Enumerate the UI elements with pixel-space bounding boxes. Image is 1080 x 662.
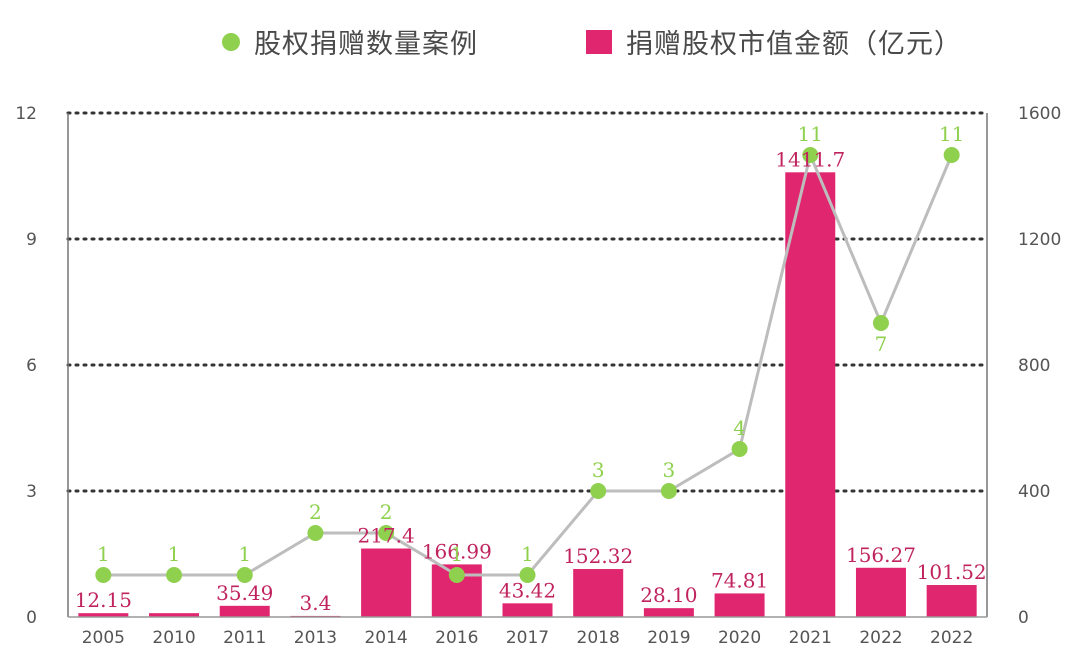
x-tick-label: 2017 <box>506 628 549 648</box>
y-right-tick-label: 1600 <box>1018 104 1061 124</box>
point-value-label: 4 <box>733 416 746 440</box>
series-point <box>166 567 183 583</box>
bar-value-label: 152.32 <box>563 544 633 568</box>
y-right-tick-label: 1200 <box>1018 230 1061 250</box>
label-layer: 12.15 35.49 3.4 217.4 166.99 43.42 152.32 28.10… <box>75 122 987 615</box>
point-value-label: 1 <box>450 542 463 566</box>
series-point <box>95 567 112 583</box>
x-tick-label: 2014 <box>364 628 407 648</box>
x-tick-label: 2010 <box>152 628 195 648</box>
point-value-label: 2 <box>380 500 393 524</box>
series-point <box>590 483 607 499</box>
bar-value-label: 217.4 <box>357 524 414 548</box>
bar <box>502 603 553 617</box>
series-point <box>378 525 395 541</box>
point-value-label: 1 <box>521 542 534 566</box>
series-point <box>448 567 465 583</box>
series-point <box>307 525 324 541</box>
y-left-tick-label: 6 <box>26 356 37 376</box>
legend-dot-icon <box>222 32 240 51</box>
bar-layer <box>78 172 977 617</box>
legend-label-value: 捐赠股权市值金额（亿元） <box>626 29 962 60</box>
line-layer <box>95 147 960 583</box>
y-right-tick-label: 400 <box>1018 482 1050 502</box>
bar <box>219 605 270 617</box>
bar-value-label: 3.4 <box>300 591 332 615</box>
x-tick-label: 2022 <box>859 628 902 648</box>
legend: 股权捐赠数量案例 捐赠股权市值金额（亿元） <box>0 22 1080 62</box>
point-value-label: 11 <box>939 122 964 146</box>
series-point <box>236 567 253 583</box>
point-value-label: 3 <box>592 458 605 482</box>
x-tick-label: 2005 <box>82 628 125 648</box>
bar-value-label: 74.81 <box>711 568 768 592</box>
bar <box>855 567 906 617</box>
y-left-tick-label: 3 <box>26 482 37 502</box>
x-tick-label: 2022 <box>930 628 973 648</box>
point-value-label: 7 <box>875 332 888 356</box>
bar <box>785 172 836 617</box>
x-tick-label: 2013 <box>294 628 337 648</box>
x-tick-label: 2018 <box>577 628 620 648</box>
x-tick-label: 2016 <box>435 628 478 648</box>
bar-value-label: 1411.7 <box>775 147 845 171</box>
series-point <box>731 441 748 457</box>
bar <box>926 585 977 617</box>
point-value-label: 11 <box>798 122 823 146</box>
bar-value-label: 12.15 <box>75 588 132 612</box>
bar-value-label: 166.99 <box>422 539 492 563</box>
bar <box>361 548 412 617</box>
x-tick-label: 2021 <box>789 628 832 648</box>
point-value-label: 3 <box>663 458 676 482</box>
point-value-label: 2 <box>309 500 322 524</box>
series-point <box>519 567 536 583</box>
x-tick-label: 2020 <box>718 628 761 648</box>
series-point <box>802 147 819 163</box>
x-tick-label: 2011 <box>223 628 266 648</box>
y-left-tick-label: 9 <box>26 230 37 250</box>
legend-square-icon <box>586 29 612 54</box>
legend-item-value: 捐赠股权市值金额（亿元） <box>586 22 962 61</box>
x-tick-label: 2019 <box>647 628 690 648</box>
bar-value-label: 28.10 <box>640 583 697 607</box>
bar-value-label: 43.42 <box>499 578 556 602</box>
y-right-tick-label: 0 <box>1018 608 1029 628</box>
series-point <box>872 315 889 331</box>
series-point <box>660 483 677 499</box>
bar-value-label: 35.49 <box>216 581 273 605</box>
point-value-label: 1 <box>238 542 251 566</box>
bar <box>643 608 694 617</box>
bar-value-label: 156.27 <box>846 543 916 567</box>
grid-layer <box>66 111 989 493</box>
point-value-label: 1 <box>168 542 181 566</box>
bar <box>78 613 129 617</box>
bar <box>149 613 200 617</box>
y-left-tick-label: 0 <box>26 608 37 628</box>
bar-value-label: 101.52 <box>917 560 987 584</box>
legend-item-count: 股权捐赠数量案例 <box>222 22 478 61</box>
y-right-tick-label: 800 <box>1018 356 1050 376</box>
bar <box>714 593 765 617</box>
series-point <box>943 147 960 163</box>
legend-label-count: 股权捐赠数量案例 <box>254 29 478 60</box>
bar <box>573 569 624 617</box>
point-value-label: 1 <box>97 542 110 566</box>
y-left-tick-label: 12 <box>15 104 37 124</box>
